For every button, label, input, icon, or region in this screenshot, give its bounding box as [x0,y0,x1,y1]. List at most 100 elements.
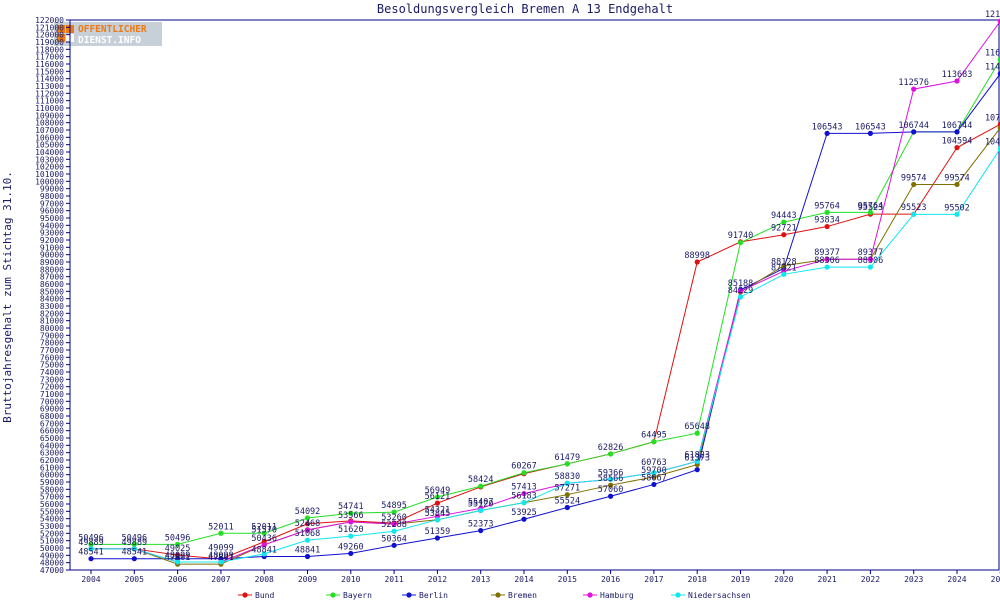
y-tick-label: 82000 [40,309,64,318]
data-point [564,480,570,486]
data-label: 88306 [858,256,884,266]
x-tick-label: 2014 [514,575,533,584]
data-point [694,467,700,473]
y-tick-label: 117000 [35,53,64,62]
y-tick-label: 100000 [35,177,64,186]
x-tick-label: 2016 [601,575,620,584]
x-tick-label: 2013 [471,575,490,584]
chart-title: Besoldungsvergleich Bremen A 13 Endgehal… [377,2,673,16]
x-tick-label: 2012 [428,575,447,584]
data-label: 53260 [381,513,407,523]
y-tick-label: 52000 [40,529,64,538]
y-tick-label: 66000 [40,427,64,436]
y-tick-label: 121000 [35,23,64,32]
data-point [131,546,137,552]
data-point [824,264,830,270]
y-tick-label: 73000 [40,375,64,384]
data-point [88,546,94,552]
y-tick-label: 102000 [35,163,64,172]
data-label: 104594 [942,137,973,147]
data-label: 57271 [555,484,581,494]
data-point [521,470,527,476]
data-label: 112576 [898,78,929,88]
data-point [608,451,614,457]
data-label: 94443 [771,211,797,221]
y-tick-label: 98000 [40,192,64,201]
data-point [261,530,267,536]
data-label: 50496 [78,533,104,543]
data-point [911,181,917,188]
data-label: 59366 [598,468,624,478]
data-label: 52011 [208,522,234,532]
data-point [694,458,700,464]
y-tick-label: 72000 [40,383,64,392]
data-point [348,550,354,557]
data-label: 57060 [598,485,624,495]
data-label: 52468 [295,519,321,529]
data-point [911,86,917,92]
data-point [651,439,657,445]
x-tick-label: 2004 [81,575,100,584]
logo: OFFENTLICHER DIENST.INFO [54,22,162,46]
data-label: 92721 [771,224,797,234]
data-label: 88998 [684,251,710,261]
data-label: 51359 [425,527,451,537]
data-label: 48541 [122,548,148,558]
data-label: 89377 [814,248,840,258]
data-label: 50364 [381,534,407,544]
data-point [911,129,917,135]
data-point [391,542,397,548]
legend: Bund Bayern Berlin Bremen Hamburg Niedersachs… [238,591,751,600]
y-tick-label: 112000 [35,89,64,98]
data-point [478,507,484,514]
data-label: 60267 [511,462,537,472]
data-point [997,125,1000,131]
y-tick-label: 55000 [40,507,64,516]
y-tick-label: 68000 [40,412,64,421]
legend-label: Bayern [343,591,372,600]
y-tick-label: 114000 [35,75,64,84]
data-label: 87321 [771,263,797,273]
y-tick-label: 99000 [40,185,64,194]
data-point [954,181,960,188]
data-label: 116596 [985,49,1000,59]
data-point [261,542,267,548]
legend-marker [406,592,412,598]
data-label: 48099 [208,551,234,561]
y-tick-label: 122000 [35,16,64,25]
data-label: 51620 [338,525,364,535]
data-label: 95502 [944,203,970,213]
y-tick-label: 78000 [40,339,64,348]
data-label: 61823 [684,450,710,460]
data-label: 51068 [295,529,321,539]
y-tick-label: 60000 [40,471,64,480]
data-point [478,527,484,534]
data-point [824,256,830,262]
data-label: 88306 [814,256,840,266]
data-point [304,527,311,533]
y-tick-label: 91000 [40,243,64,252]
data-point [175,541,181,547]
series-line-bayern [91,59,1000,545]
data-point [521,500,527,506]
data-point [781,263,787,269]
data-point [391,509,397,515]
data-label: 95764 [814,201,840,211]
data-label: 65648 [684,422,710,432]
y-tick-label: 85000 [40,287,64,296]
data-label: 52011 [251,522,277,532]
data-label: 58667 [641,473,667,483]
data-label: 47801 [165,553,191,563]
data-label: 51570 [251,525,277,535]
data-point [954,211,960,217]
data-label: 106543 [812,122,843,132]
data-label: 85188 [728,279,754,289]
y-tick-label: 59000 [40,478,64,487]
y-tick-label: 65000 [40,434,64,443]
data-label: 54092 [295,507,321,517]
x-tick-label: 2008 [255,575,274,584]
x-tick-label: 2005 [125,575,144,584]
data-label: 93834 [814,216,840,226]
